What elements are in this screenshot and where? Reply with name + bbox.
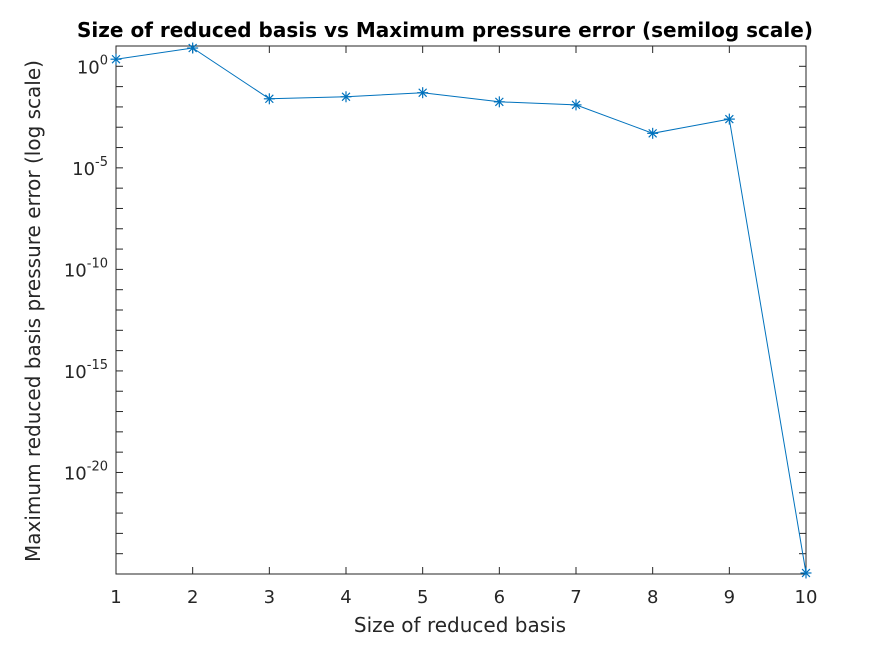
- axes-box: [115, 45, 807, 575]
- data-point-marker: [570, 99, 582, 111]
- axes-frame: [115, 45, 807, 575]
- data-point-marker: [187, 42, 199, 54]
- x-tick-label: 9: [724, 587, 735, 608]
- y-tick-label: 100: [77, 53, 108, 78]
- x-tick-label: 10: [795, 587, 818, 608]
- y-tick-label: 10-15: [64, 358, 108, 383]
- data-point-marker: [110, 53, 122, 65]
- x-tick-label: 1: [110, 587, 121, 608]
- data-point-marker: [263, 93, 275, 105]
- data-point-marker: [493, 96, 505, 108]
- chart-title: Size of reduced basis vs Maximum pressur…: [77, 18, 813, 42]
- y-axis: 100 10-5 10-10 10-15 10-20: [64, 45, 806, 575]
- data-point-marker: [417, 87, 429, 99]
- data-point-marker: [647, 127, 659, 139]
- y-tick-label: 10-10: [64, 256, 108, 281]
- y-axis-label: Maximum reduced basis pressure error (lo…: [21, 60, 45, 562]
- x-tick-label: 7: [570, 587, 581, 608]
- x-axis-label: Size of reduced basis: [354, 613, 566, 637]
- data-point-marker: [800, 567, 812, 579]
- x-tick-label: 4: [340, 587, 351, 608]
- x-tick-label: 2: [187, 587, 198, 608]
- x-tick-label: 3: [264, 587, 275, 608]
- data-point-marker: [723, 113, 735, 125]
- y-tick-label: 10-20: [64, 459, 108, 484]
- x-tick-label: 5: [417, 587, 428, 608]
- y-tick-label: 10-5: [72, 155, 108, 180]
- series-line: [115, 47, 807, 574]
- data-point-marker: [340, 91, 352, 103]
- x-axis: 1 2 3 4 5 6 7 8 9 10: [110, 46, 817, 608]
- series-layer: [110, 42, 812, 579]
- x-tick-label: 8: [647, 587, 658, 608]
- x-tick-label: 6: [494, 587, 505, 608]
